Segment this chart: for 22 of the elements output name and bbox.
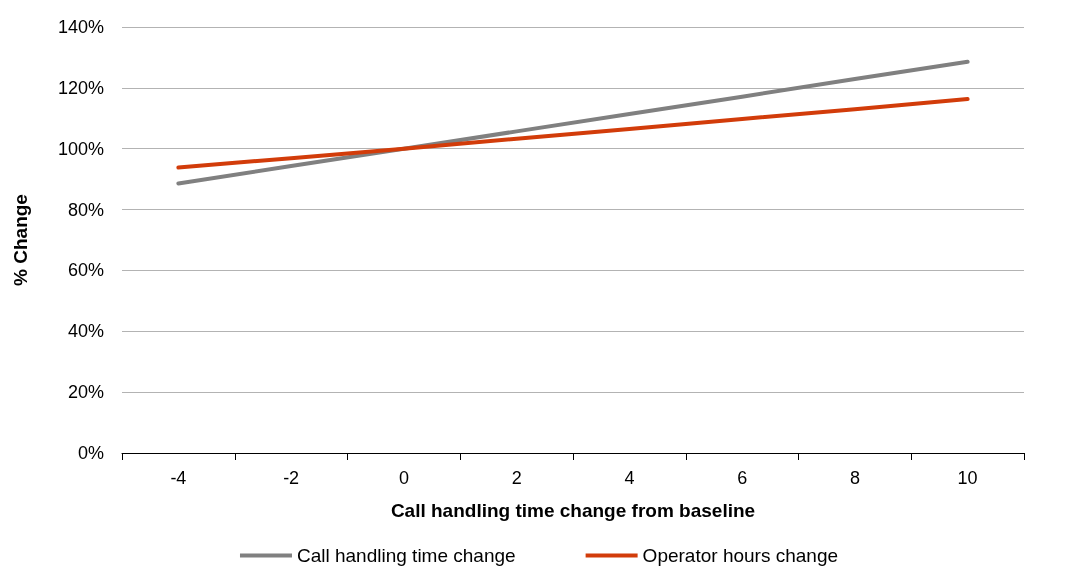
y-tick-label: 120% bbox=[57, 77, 104, 98]
x-tick-label: -2 bbox=[283, 468, 300, 488]
y-tick-label: 100% bbox=[57, 138, 104, 159]
x-tick-label: 10 bbox=[957, 468, 978, 488]
x-tick-label: 8 bbox=[849, 468, 860, 488]
x-tick-label: 0 bbox=[398, 468, 409, 488]
legend-label: Call handling time change bbox=[296, 545, 516, 566]
y-tick-label: 0% bbox=[77, 443, 104, 463]
x-tick-label: 2 bbox=[511, 468, 522, 488]
legend-label: Operator hours change bbox=[642, 545, 839, 566]
y-axis-title: % Change bbox=[10, 194, 31, 286]
y-tick-label: 140% bbox=[57, 17, 104, 37]
line-series bbox=[176, 59, 970, 186]
y-tick-label: 20% bbox=[67, 382, 104, 403]
y-tick-label: 40% bbox=[67, 321, 104, 342]
line-series bbox=[176, 97, 970, 170]
y-tick-label: 80% bbox=[67, 199, 104, 220]
x-tick-label: 4 bbox=[624, 468, 635, 488]
y-tick-label: 60% bbox=[67, 260, 104, 281]
x-tick-label: 6 bbox=[737, 468, 748, 488]
x-tick-label: -4 bbox=[170, 468, 187, 488]
x-axis-title: Call handling time change from baseline bbox=[390, 500, 756, 521]
